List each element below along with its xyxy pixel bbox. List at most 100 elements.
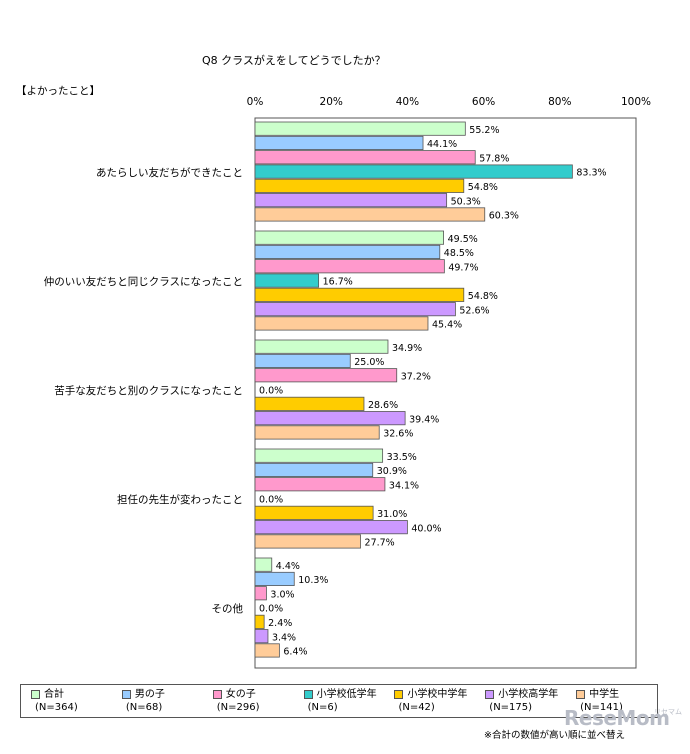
data-label: 3.4%	[272, 632, 296, 643]
x-tick-label: 80%	[548, 96, 571, 108]
data-label: 54.8%	[468, 182, 498, 193]
data-label: 83.3%	[576, 168, 606, 179]
legend-swatch	[485, 689, 495, 699]
x-tick-label: 20%	[320, 96, 343, 108]
section-label: 【よかったこと】	[16, 85, 100, 97]
legend-swatch	[212, 689, 222, 699]
watermark-logo: ReseMom	[564, 706, 670, 730]
legend-item: 合計 (N=364)	[21, 685, 112, 717]
bar	[254, 164, 573, 179]
bar	[254, 520, 408, 535]
data-label: 16.7%	[323, 277, 353, 288]
value-labels: 55.2% 44.1% 57.8% 83.3% 54.8% 50.3% 60.3% 49.5%…	[259, 125, 607, 658]
category-labels: あたらしい友だちができたこと仲のいい友だちと同じクラスになったこと苦手な友だちと…	[44, 166, 244, 615]
data-label: 39.4%	[409, 414, 439, 425]
bar	[254, 353, 351, 368]
data-label: 54.8%	[468, 291, 498, 302]
legend-item: 小学校高学年 (N=175)	[475, 685, 566, 717]
legend: 合計 (N=364) 男の子 (N=68) 女の子 (N=296) 小学校低学年 (N=6) 小…	[20, 684, 658, 718]
legend-item: 男の子 (N=68)	[112, 685, 203, 717]
data-label: 34.9%	[392, 343, 422, 354]
legend-swatch	[31, 689, 40, 699]
legend-swatch	[303, 689, 313, 699]
legend-sample-size: (N=68)	[125, 702, 163, 713]
bar	[254, 629, 269, 644]
legend-label: 小学校低学年	[316, 689, 377, 700]
legend-sample-size: (N=175)	[489, 702, 533, 713]
data-label: 40.0%	[411, 523, 441, 534]
data-label: 57.8%	[479, 153, 509, 164]
bar	[254, 477, 386, 492]
data-label: 37.2%	[401, 371, 431, 382]
legend-label: 小学校高学年	[498, 689, 559, 700]
legend-swatch	[394, 689, 404, 699]
legend-sample-size: (N=141)	[580, 702, 623, 713]
bar	[254, 244, 441, 260]
bar	[254, 448, 384, 463]
bar	[254, 396, 365, 411]
legend-item: 中学生 (N=141)	[566, 685, 657, 717]
data-label: 55.2%	[469, 125, 499, 136]
category-label: あたらしい友だちができたこと	[96, 166, 243, 179]
bar	[254, 571, 295, 586]
bar	[254, 207, 486, 222]
legend-sample-size: (N=296)	[216, 702, 260, 713]
legend-item: 女の子 (N=296)	[203, 685, 294, 717]
bar	[254, 614, 265, 629]
data-label: 28.6%	[368, 400, 398, 411]
legend-sample-size: (N=6)	[307, 702, 338, 713]
x-tick-label: 0%	[247, 96, 264, 108]
data-label: 27.7%	[365, 538, 395, 549]
bar	[254, 411, 406, 426]
x-tick-label: 100%	[621, 96, 651, 108]
bar	[254, 287, 465, 302]
category-label: 苦手な友だちと別のクラスになったこと	[54, 384, 243, 397]
legend-sample-size: (N=42)	[398, 702, 435, 713]
data-label: 60.3%	[489, 211, 519, 222]
bar	[254, 230, 444, 245]
watermark-logo-small: リセマム	[654, 708, 682, 716]
data-label: 3.0%	[270, 589, 294, 600]
data-label: 30.9%	[377, 466, 407, 477]
plot-area-frame	[254, 117, 637, 669]
legend-item: 小学校中学年 (N=42)	[384, 685, 475, 717]
data-label: 4.4%	[276, 561, 300, 572]
bar	[254, 273, 320, 288]
bar	[254, 534, 361, 549]
x-tick-label: 40%	[396, 96, 419, 108]
legend-item: 小学校低学年 (N=6)	[294, 685, 385, 717]
bar	[254, 368, 398, 383]
legend-label: 女の子	[225, 689, 256, 700]
bar	[254, 259, 445, 274]
legend-label: 中学生	[589, 689, 620, 700]
category-label: その他	[212, 602, 244, 615]
legend-swatch	[121, 689, 131, 699]
bar	[254, 135, 424, 151]
data-label: 50.3%	[451, 196, 481, 207]
bar	[254, 643, 280, 658]
data-label: 48.5%	[444, 248, 474, 259]
data-label: 52.6%	[459, 305, 489, 316]
data-label: 49.7%	[448, 262, 478, 273]
data-label: 0.0%	[259, 604, 283, 615]
data-label: 32.6%	[383, 429, 413, 440]
category-label: 担任の先生が変わったこと	[117, 493, 243, 506]
data-label: 6.4%	[283, 647, 307, 658]
bars	[254, 121, 573, 658]
data-label: 0.0%	[259, 495, 283, 506]
data-label: 10.3%	[298, 575, 328, 586]
bar	[254, 505, 374, 520]
legend-label: 合計	[44, 689, 64, 700]
bar	[254, 302, 456, 317]
bar	[254, 586, 267, 601]
bar	[254, 150, 476, 165]
data-label: 45.4%	[432, 320, 462, 331]
x-tick-label: 60%	[472, 96, 495, 108]
bar	[254, 557, 273, 572]
data-label: 0.0%	[259, 386, 283, 397]
data-label: 25.0%	[354, 357, 384, 368]
category-label: 仲のいい友だちと同じクラスになったこと	[44, 275, 243, 288]
legend-label: 小学校中学年	[407, 689, 468, 700]
bar	[254, 121, 466, 136]
bar	[254, 425, 380, 440]
